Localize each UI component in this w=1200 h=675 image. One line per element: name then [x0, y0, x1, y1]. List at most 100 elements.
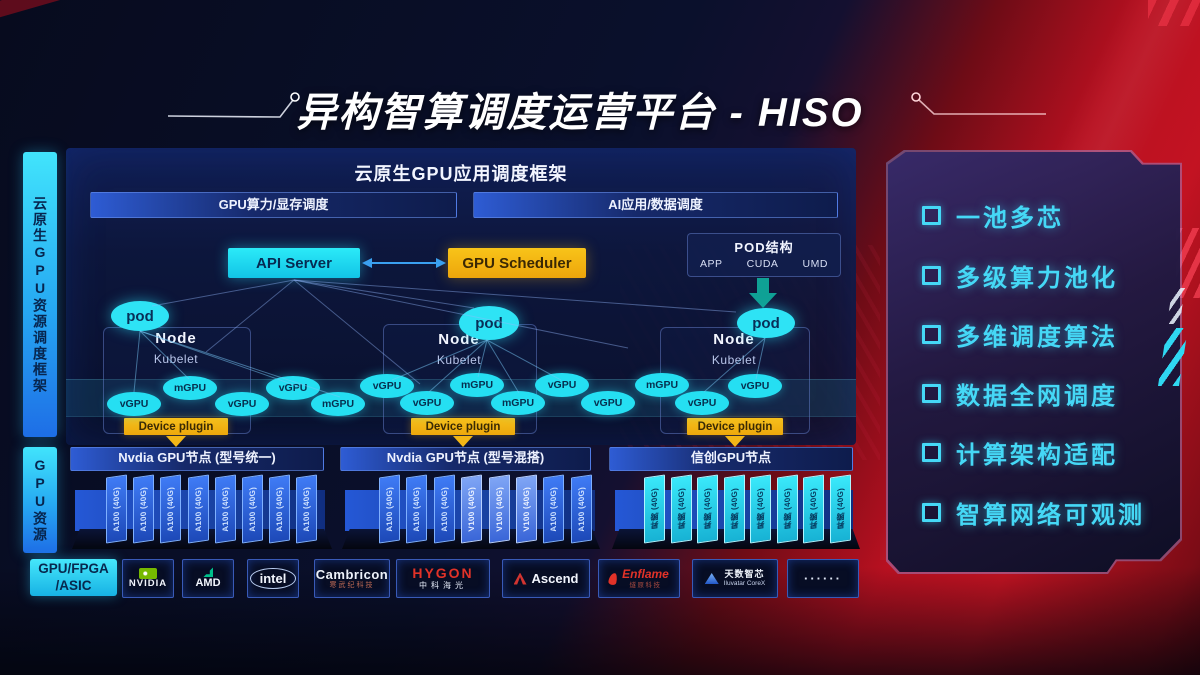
gpu-card-label: V100 (40G) [522, 486, 531, 532]
pod-layer-app: APP [700, 258, 723, 270]
hygon-subtitle: 中科海光 [419, 580, 467, 590]
framework-title: 云原生GPU应用调度框架 [354, 164, 568, 184]
gpu-card-2-6: V100 (40G) [516, 474, 537, 544]
vendor-ascend: Ascend [502, 559, 590, 598]
feature-item-3: 多维调度算法 [922, 317, 1170, 352]
pool-label-2: Nvdia GPU节点 (型号混搭) [340, 447, 591, 471]
gpu-card-label: A100 (40G) [549, 485, 558, 533]
vendor-intel: intel [247, 559, 299, 598]
rail-gpu-resources: GPU资源 [23, 447, 57, 553]
checkbox-icon [922, 324, 941, 344]
vendor-iluvatar: 天数智芯 Iluvatar CoreX [692, 559, 778, 598]
gpu-card-label: A100 (40G) [440, 485, 449, 533]
gpu-card-label: V100 (40G) [495, 486, 504, 532]
feature-label: 多维调度算法 [956, 323, 1118, 351]
feature-label: 数据全网调度 [956, 383, 1118, 411]
iluvatar-logo-icon [704, 573, 719, 584]
iluvatar-stack: 天数智芯 Iluvatar CoreX [724, 568, 766, 587]
gpu-card-label: A100 (40G) [577, 485, 586, 533]
gpu-instance-12-mgpu: mGPU [635, 373, 689, 397]
gpu-card-label: 昇腾 (40G) [756, 487, 765, 531]
device-plugin-3: Device plugin [687, 418, 783, 435]
node-agent-2: Kubelet [436, 353, 482, 367]
enflame-name: Enflame [622, 567, 669, 582]
feature-label: 一池多芯 [956, 205, 1064, 233]
vendor-more: ······ [787, 559, 859, 598]
gpu-card-label: 昇腾 (40G) [809, 487, 818, 531]
gpu-card-2-5: V100 (40G) [489, 474, 510, 544]
iluvatar-name: 天数智芯 [724, 568, 765, 579]
pod-ellipse-2: pod [459, 306, 519, 340]
hardware-category-line2: /ASIC [55, 577, 92, 593]
gpu-card-3-7: 昇腾 (40G) [803, 474, 824, 544]
pod-structure-layers: APP CUDA UMD [688, 258, 840, 270]
gpu-card-1-6: A100 (40G) [242, 474, 263, 544]
feature-item-4: 数据全网调度 [922, 376, 1170, 411]
gpu-card-2-4: V100 (40G) [461, 474, 482, 544]
amd-logo-icon [203, 567, 213, 578]
gpu-card-label: 昇腾 (40G) [783, 487, 792, 531]
gpu-instance-8-mgpu: mGPU [450, 373, 504, 397]
feature-label: 多级算力池化 [956, 264, 1118, 292]
vendor-nvidia: NVIDIA [122, 559, 174, 598]
gpu-card-label: A100 (40G) [412, 485, 421, 533]
more-vendors-label: ······ [804, 571, 842, 586]
checkbox-icon [922, 206, 941, 226]
pod-ellipse-1: pod [111, 301, 169, 331]
node-agent-1: Kubelet [153, 352, 199, 366]
gpu-card-label: 昇腾 (40G) [730, 487, 739, 531]
feature-label: 智算网络可观测 [956, 501, 1145, 529]
node-title-1: Node [155, 330, 197, 347]
gpu-card-1-5: A100 (40G) [215, 474, 236, 544]
gpu-card-2-8: A100 (40G) [571, 474, 592, 544]
framework-lane-1: GPU算力/显存调度 [90, 192, 457, 218]
pod-structure-title: POD结构 [734, 240, 794, 255]
cambricon-subtitle: 寒武纪科技 [329, 581, 375, 589]
gpu-card-3-3: 昇腾 (40G) [697, 474, 718, 544]
gpu-instance-7-vgpu: vGPU [400, 391, 454, 415]
features-panel: 一池多芯 多级算力池化 多维调度算法 数据全网调度 计算架构适配 智算网络可观测 [886, 150, 1182, 574]
gpu-instance-3-vgpu: vGPU [215, 392, 269, 416]
hardware-category-box: GPU/FPGA /ASIC [30, 559, 117, 596]
gpu-instance-13-vgpu: vGPU [675, 391, 729, 415]
api-server-box: API Server [228, 248, 360, 278]
gpu-card-1-8: A100 (40G) [296, 474, 317, 544]
gpu-card-3-8: 昇腾 (40G) [830, 474, 851, 544]
device-plugin-1: Device plugin [124, 418, 228, 435]
gpu-card-1-1: A100 (40G) [106, 474, 127, 544]
enflame-stack: Enflame 燧原科技 [622, 567, 669, 589]
enflame-logo-icon [607, 571, 619, 586]
gpu-card-label: A100 (40G) [166, 485, 175, 533]
rail-gpu-resources-label: GPU资源 [32, 457, 48, 543]
hazard-stripes-white [1167, 288, 1185, 324]
hygon-name: HYGON [412, 565, 474, 582]
hardware-category-line1: GPU/FPGA [38, 561, 109, 577]
nvidia-name: NVIDIA [128, 577, 168, 589]
rail-scheduling-framework-label: 云原生GPU资源调度框架 [32, 195, 48, 394]
ascend-name: Ascend [531, 571, 579, 586]
gpu-card-1-3: A100 (40G) [160, 474, 181, 544]
rail-scheduling-framework: 云原生GPU资源调度框架 [23, 152, 57, 437]
gpu-card-3-4: 昇腾 (40G) [724, 474, 745, 544]
gpu-instance-2-mgpu: mGPU [163, 376, 217, 400]
hygon-stack: HYGON 中科海光 [412, 566, 473, 590]
gpu-card-1-2: A100 (40G) [133, 474, 154, 544]
checkbox-icon [922, 502, 941, 522]
gpu-instance-9-mgpu: mGPU [491, 391, 545, 415]
gpu-card-3-5: 昇腾 (40G) [750, 474, 771, 544]
amd-stack: AMD [195, 567, 221, 589]
node-agent-3: Kubelet [711, 353, 757, 367]
pod-ellipse-3: pod [737, 308, 795, 338]
gpu-instance-4-vgpu: vGPU [266, 376, 320, 400]
gpu-card-label: A100 (40G) [302, 485, 311, 533]
device-plugin-2: Device plugin [411, 418, 515, 435]
gpu-instance-11-vgpu: vGPU [581, 391, 635, 415]
vendor-enflame: Enflame 燧原科技 [598, 559, 680, 598]
intel-logo-icon: intel [249, 568, 297, 589]
vendor-cambricon: Cambricon 寒武纪科技 [314, 559, 390, 598]
feature-item-2: 多级算力池化 [922, 258, 1170, 293]
feature-item-1: 一池多芯 [922, 198, 1170, 233]
gpu-card-label: A100 (40G) [385, 485, 394, 533]
gpu-card-3-2: 昇腾 (40G) [671, 474, 692, 544]
